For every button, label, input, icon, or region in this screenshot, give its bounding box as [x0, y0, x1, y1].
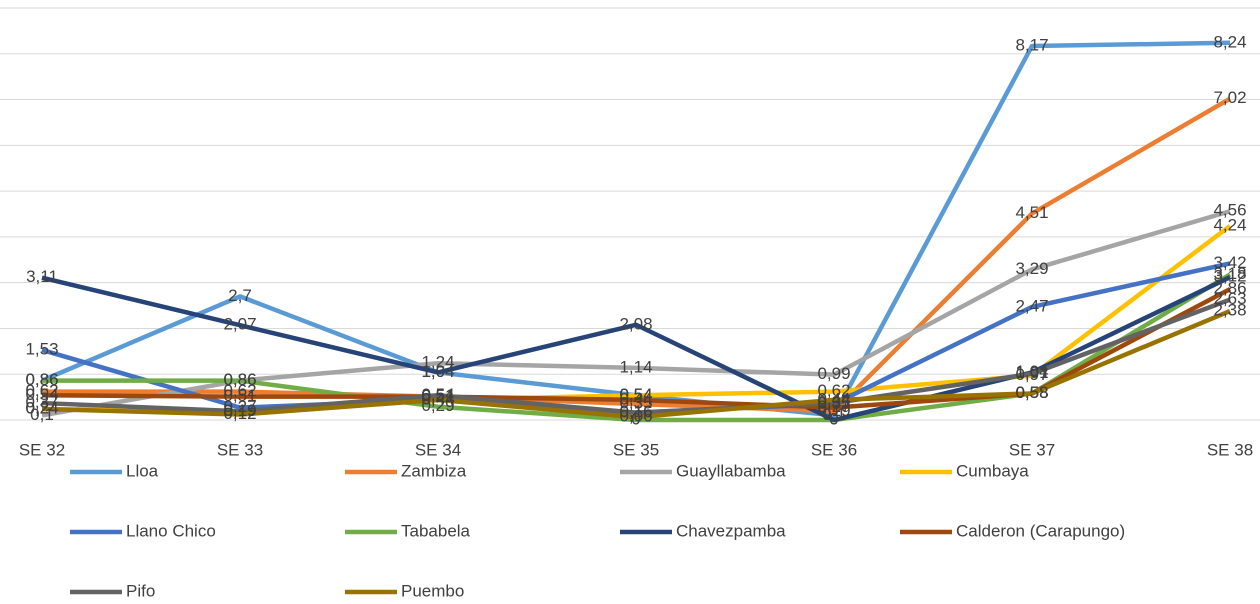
data-label: 0,19 [817, 401, 850, 420]
data-label: 0,24 [25, 398, 58, 417]
data-label: 2,7 [228, 286, 252, 305]
data-label: 0,62 [25, 381, 58, 400]
data-label: 1,53 [25, 339, 58, 358]
series-line [41, 308, 1231, 420]
data-label: 0,12 [223, 404, 256, 423]
data-label: 0,86 [223, 370, 256, 389]
legend-label: Llano Chico [126, 521, 216, 540]
data-label: 0,54 [619, 385, 652, 404]
data-label: 2,08 [619, 314, 652, 333]
data-label: 0,86 [223, 370, 256, 389]
data-label: 0,29 [421, 396, 454, 415]
data-label: 0,44 [817, 389, 850, 408]
data-label: 1,04 [421, 362, 454, 381]
data-label: 2,07 [223, 315, 256, 334]
data-label: 3,12 [1213, 267, 1246, 286]
data-label: 0,54 [25, 385, 58, 404]
data-label: 0,37 [25, 393, 58, 412]
data-label: 2,38 [1213, 301, 1246, 320]
data-label: 0 [829, 409, 838, 428]
data-label: 0,54 [421, 385, 454, 404]
data-label: 1,24 [421, 353, 454, 372]
data-label: 1,04 [1015, 362, 1048, 381]
data-label: 4,56 [1213, 201, 1246, 220]
x-tick-label: SE 34 [415, 440, 461, 459]
data-label: 2,47 [1015, 296, 1048, 315]
data-label: 0,16 [619, 402, 652, 421]
data-label: 2,86 [1213, 279, 1246, 298]
data-label: 0 [829, 409, 838, 428]
data-label: 4,24 [1213, 215, 1246, 234]
data-label: 0,44 [421, 389, 454, 408]
legend-label: Guayllabamba [676, 461, 786, 480]
data-label: 0,51 [421, 386, 454, 405]
x-tick-label: SE 35 [613, 440, 659, 459]
legend-label: Chavezpamba [676, 521, 786, 540]
data-label: 0,44 [421, 389, 454, 408]
data-label: 3,29 [1015, 259, 1048, 278]
data-label: 0,16 [619, 402, 652, 421]
data-label: 0,51 [223, 386, 256, 405]
data-label: 8,24 [1213, 32, 1246, 51]
data-label: 1,01 [1015, 363, 1048, 382]
data-label: 0,24 [25, 398, 58, 417]
legend-label: Lloa [126, 461, 159, 480]
data-label: 0,06 [619, 407, 652, 426]
x-tick-label: SE 32 [19, 440, 65, 459]
legend-label: Pifo [126, 581, 155, 600]
data-label: 3,11 [26, 267, 58, 286]
legend-label: Cumbaya [956, 461, 1029, 480]
data-label: 0,35 [619, 393, 652, 412]
data-label: 0,62 [817, 381, 850, 400]
legend-label: Zambiza [401, 461, 467, 480]
data-label: 1,04 [421, 362, 454, 381]
legend-label: Puembo [401, 581, 464, 600]
data-label: 0,58 [1015, 383, 1048, 402]
data-label: 0,97 [1015, 365, 1048, 384]
data-label: 0,99 [817, 364, 850, 383]
data-label: 4,51 [1015, 203, 1048, 222]
x-tick-label: SE 37 [1009, 440, 1055, 459]
data-label: 0,19 [223, 401, 256, 420]
data-label: 0,19 [223, 401, 256, 420]
data-label: 0,86 [25, 370, 58, 389]
x-tick-label: SE 36 [811, 440, 857, 459]
data-label: 0,86 [25, 370, 58, 389]
data-label: 0,58 [1015, 383, 1048, 402]
data-label: 0,62 [223, 381, 256, 400]
data-label: 0,51 [421, 386, 454, 405]
data-label: 0,44 [619, 389, 652, 408]
data-label: 1,14 [619, 357, 652, 376]
x-tick-label: SE 33 [217, 440, 263, 459]
data-label: 7,02 [1213, 88, 1246, 107]
data-label: 0,27 [223, 397, 256, 416]
data-label: 0,35 [817, 393, 850, 412]
data-label: 0,27 [817, 397, 850, 416]
legend-label: Tababela [401, 521, 471, 540]
data-label: 0,44 [421, 389, 454, 408]
series-line [41, 297, 1231, 415]
data-label: 3,42 [1213, 253, 1246, 272]
x-tick-label: SE 38 [1207, 440, 1253, 459]
data-label: 0,37 [817, 393, 850, 412]
data-label: 3,18 [1213, 264, 1246, 283]
legend-label: Calderon (Carapungo) [956, 521, 1125, 540]
data-label: 0,1 [822, 405, 846, 424]
data-label: 2,63 [1213, 289, 1246, 308]
data-label: 0,54 [619, 385, 652, 404]
data-label: 8,17 [1015, 35, 1048, 54]
data-label: 0 [631, 409, 640, 428]
data-label: 0,1 [30, 405, 54, 424]
series-line [42, 96, 1232, 414]
data-label: 0,58 [1015, 383, 1048, 402]
